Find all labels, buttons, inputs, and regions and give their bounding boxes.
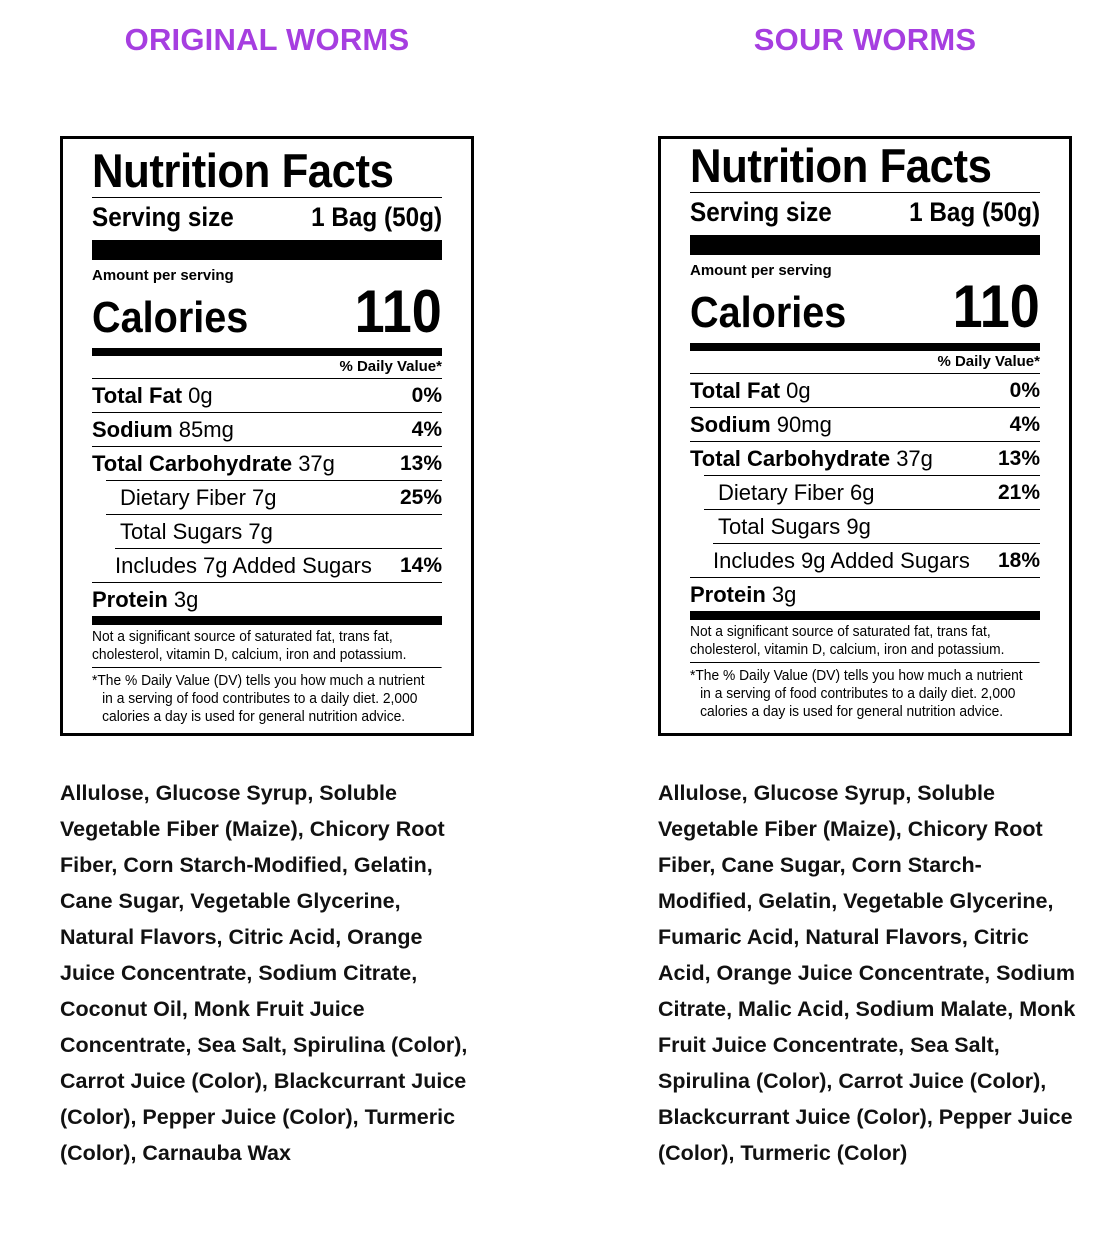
nutrient-row-total-fat: Total Fat 0g 0% (690, 373, 1040, 407)
nutrient-dv: 25% (399, 485, 442, 509)
calories-value: 110 (354, 278, 442, 345)
nutrient-amount: 0g (786, 377, 811, 403)
nutrient-row-carbohydrate: Total Carbohydrate 37g 13% (690, 441, 1040, 475)
nutrition-facts-label: Nutrition Facts Serving size 1 Bag (50g)… (60, 136, 474, 736)
footnote-line: in a serving of food contributes to a da… (102, 690, 418, 707)
nutrient-row-added-sugars: Includes 7g Added Sugars 14% (115, 548, 442, 582)
amount-per-serving: Amount per serving (92, 267, 234, 284)
nutrient-row-carbohydrate: Total Carbohydrate 37g 13% (92, 446, 442, 480)
nutrient-name: Includes 9g Added Sugars (713, 547, 970, 573)
nutrient-dv: 4% (1009, 412, 1040, 436)
nutrient-name: Total Sugars 7g (120, 518, 273, 544)
nutrient-row-sugars: Total Sugars 9g (704, 509, 1040, 543)
nutrient-name: Includes 7g Added Sugars (115, 552, 372, 578)
nutrient-dv: 0% (1009, 378, 1040, 402)
nutrient-row-sodium: Sodium 85mg 4% (92, 412, 442, 446)
nutrient-name: Dietary Fiber 6g (718, 479, 875, 505)
serving-size-value: 1 Bag (50g) (909, 197, 1041, 227)
nutrient-row-protein: Protein 3g (690, 577, 1040, 611)
nutrition-facts-heading: Nutrition Facts (92, 144, 394, 197)
nutrient-row-protein: Protein 3g (92, 582, 442, 616)
nutrient-name: Protein (690, 581, 766, 607)
amount-per-serving: Amount per serving (690, 262, 832, 279)
nutrient-amount: 37g (298, 450, 335, 476)
calories-row: Calories 110 (92, 278, 442, 345)
nutrition-facts-label: Nutrition Facts Serving size 1 Bag (50g)… (658, 136, 1072, 736)
nutrient-amount: 90mg (776, 411, 832, 437)
serving-size-row: Serving size 1 Bag (50g) (92, 201, 442, 233)
nutrient-dv: 13% (997, 446, 1040, 470)
serving-size-label: Serving size (690, 197, 832, 227)
nutrient-name: Protein (92, 586, 168, 612)
ingredients-list: Allulose, Glucose Syrup, Soluble Vegetab… (60, 781, 468, 1165)
footnote-line: *The % Daily Value (DV) tells you how mu… (690, 667, 1023, 684)
nutrient-dv: 14% (399, 553, 442, 577)
nutrient-dv: 4% (411, 417, 442, 441)
nutrient-amount: 3g (771, 581, 797, 607)
footnote-line: calories a day is used for general nutri… (102, 708, 406, 725)
nutrient-name: Total Carbohydrate (92, 450, 293, 476)
footnote-line: calories a day is used for general nutri… (700, 703, 1004, 720)
nutrient-amount: 0g (188, 382, 213, 408)
nutrient-amount: 3g (173, 586, 199, 612)
calories-value: 110 (952, 273, 1040, 340)
nutrient-row-added-sugars: Includes 9g Added Sugars 18% (713, 543, 1040, 577)
nutrient-dv: 0% (411, 383, 442, 407)
nutrient-row-fiber: Dietary Fiber 6g 21% (704, 475, 1040, 509)
footnote-line: in a serving of food contributes to a da… (700, 685, 1016, 702)
nutrient-name: Total Fat (690, 377, 781, 403)
footnote-not-significant: Not a significant source of saturated fa… (690, 623, 1005, 658)
nutrient-name: Sodium (690, 411, 771, 437)
serving-size-value: 1 Bag (50g) (311, 202, 443, 232)
nutrient-name: Total Carbohydrate (690, 445, 891, 471)
nutrient-dv: 21% (997, 480, 1040, 504)
ingredients-list: Allulose, Glucose Syrup, Soluble Vegetab… (658, 781, 1076, 1165)
nutrient-name: Sodium (92, 416, 173, 442)
footnote-daily-value: *The % Daily Value (DV) tells you how mu… (690, 662, 1040, 721)
serving-size-row: Serving size 1 Bag (50g) (690, 196, 1040, 228)
footnote-daily-value: *The % Daily Value (DV) tells you how mu… (92, 667, 442, 726)
nutrient-name: Total Fat (92, 382, 183, 408)
nutrient-name: Dietary Fiber 7g (120, 484, 277, 510)
daily-value-header: % Daily Value* (690, 343, 1040, 373)
calories-label: Calories (690, 288, 847, 337)
daily-value-header: % Daily Value* (92, 348, 442, 378)
nutrient-amount: 37g (896, 445, 933, 471)
product-title: SOUR WORMS (753, 22, 977, 57)
product-title: ORIGINAL WORMS (124, 22, 410, 57)
footnote-line: *The % Daily Value (DV) tells you how mu… (92, 672, 425, 689)
nutrient-row-total-fat: Total Fat 0g 0% (92, 378, 442, 412)
nutrient-amount: 85mg (178, 416, 234, 442)
nutrient-dv: 13% (399, 451, 442, 475)
nutrient-row-sodium: Sodium 90mg 4% (690, 407, 1040, 441)
nutrition-facts-heading: Nutrition Facts (690, 139, 992, 192)
calories-row: Calories 110 (690, 273, 1040, 340)
calories-label: Calories (92, 293, 249, 342)
nutrient-row-fiber: Dietary Fiber 7g 25% (106, 480, 442, 514)
nutrient-dv: 18% (997, 548, 1040, 572)
serving-size-label: Serving size (92, 202, 234, 232)
nutrient-row-sugars: Total Sugars 7g (106, 514, 442, 548)
footnote-not-significant: Not a significant source of saturated fa… (92, 628, 407, 663)
nutrient-name: Total Sugars 9g (718, 513, 871, 539)
